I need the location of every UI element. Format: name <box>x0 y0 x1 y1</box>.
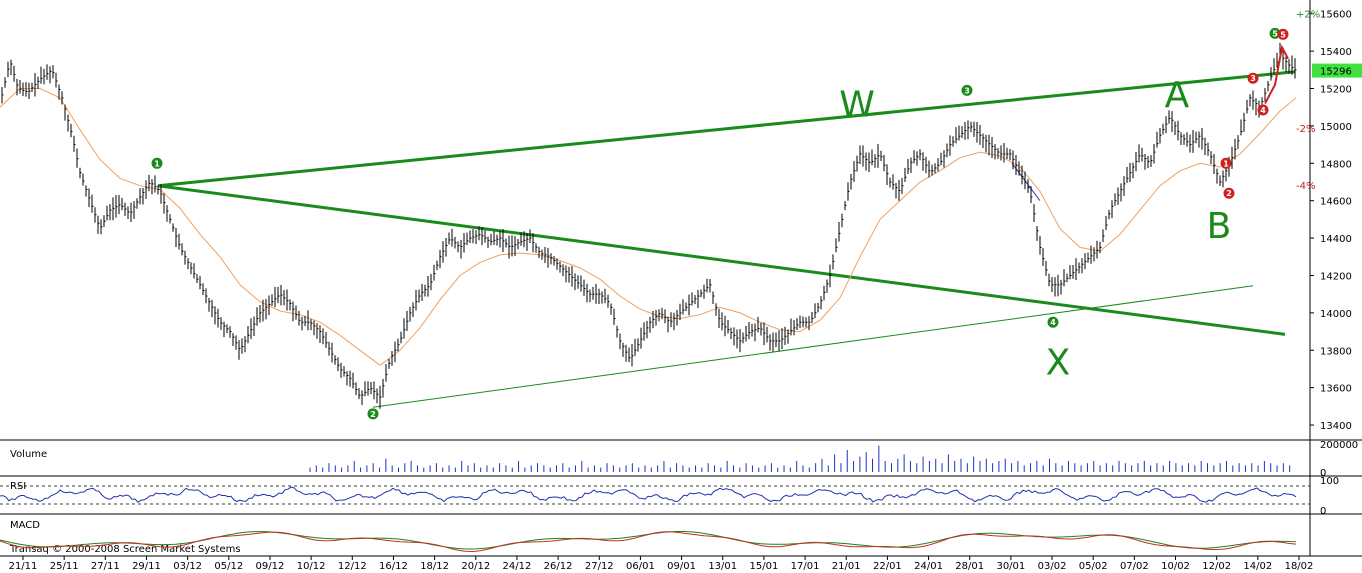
date-tick-label: 20/12 <box>461 561 490 572</box>
date-tick-label: 25/11 <box>50 561 79 572</box>
volume-pane: Volume 200000 0 <box>10 440 1358 479</box>
date-tick-label: 03/12 <box>173 561 202 572</box>
price-tick-label: 14200 <box>1320 271 1352 282</box>
wave-marker-red-label: 3 <box>1250 74 1256 83</box>
price-axis: 13400 13600 13800 14000 14200 14400 14600 14800… <box>1296 10 1362 432</box>
price-tick-label: 14600 <box>1320 197 1352 208</box>
wave-marker-red-label: 4 <box>1260 106 1266 115</box>
date-tick-label: 24/12 <box>503 561 532 572</box>
percent-label: -4% <box>1296 181 1315 192</box>
price-tick-label: 15200 <box>1320 85 1352 96</box>
price-tick-label: 15600 <box>1320 10 1352 21</box>
rsi-line <box>0 486 1297 503</box>
price-tick-label: 15400 <box>1320 47 1352 58</box>
rsi-tick-label: 0 <box>1320 506 1326 517</box>
date-tick-label: 09/12 <box>256 561 285 572</box>
price-tick-label: 14800 <box>1320 159 1352 170</box>
date-tick-label: 18/12 <box>420 561 449 572</box>
wave-marker-red <box>1220 157 1232 169</box>
wave-marker-green-label: 3 <box>964 86 970 95</box>
date-tick-label: 14/02 <box>1243 561 1272 572</box>
macd-signal-line <box>0 531 1297 553</box>
date-tick-label: 05/02 <box>1079 561 1108 572</box>
copyright-text: Transaq © 2000-2008 Screen Market System… <box>9 544 241 555</box>
price-tick-label: 13400 <box>1320 421 1352 432</box>
wave-marker-red-label: 5 <box>1280 30 1286 39</box>
wave-marker-green <box>151 157 163 169</box>
wave-marker-green <box>961 84 973 96</box>
date-tick-label: 24/01 <box>914 561 943 572</box>
date-tick-label: 22/01 <box>873 561 902 572</box>
wave-marker-green-label: 4 <box>1050 318 1056 327</box>
date-tick-label: 15/01 <box>749 561 778 572</box>
last-price-badge <box>1312 63 1362 78</box>
date-tick-label: 26/12 <box>544 561 573 572</box>
trendline <box>157 184 1286 336</box>
date-tick-label: 07/02 <box>1120 561 1149 572</box>
wave-label-a: A <box>1165 75 1190 116</box>
percent-label: -2% <box>1296 124 1315 135</box>
date-axis: 21/11 25/11 27/11 29/11 03/12 05/12 09/12 10/12… <box>9 556 1314 572</box>
macd-label: MACD <box>10 520 40 531</box>
price-tick-label: 15000 <box>1320 122 1352 133</box>
date-tick-label: 13/01 <box>708 561 737 572</box>
rsi-tick-label: 100 <box>1320 476 1339 487</box>
date-tick-label: 16/12 <box>379 561 408 572</box>
price-tick-label: 13800 <box>1320 346 1352 357</box>
wave-marker-red-label: 2 <box>1226 189 1232 198</box>
macd-pane: MACD Transaq © 2000-2008 Screen Market Sy… <box>0 520 1297 555</box>
date-tick-label: 21/01 <box>832 561 861 572</box>
date-tick-label: 05/12 <box>214 561 243 572</box>
trendline <box>157 70 1296 188</box>
price-tick-label: 14000 <box>1320 309 1352 320</box>
wave-marker-red <box>1247 72 1259 84</box>
date-tick-label: 27/11 <box>91 561 120 572</box>
last-price-label: 15296 <box>1320 67 1352 78</box>
wave-marker-green-label: 2 <box>370 410 376 419</box>
volume-tick-label: 200000 <box>1320 440 1358 451</box>
wave-marker-red <box>1257 104 1269 116</box>
rsi-pane: RSI 100 0 <box>0 476 1339 517</box>
wave-label-b: B <box>1207 206 1232 247</box>
date-tick-label: 12/02 <box>1202 561 1231 572</box>
red-wave-path <box>1264 44 1289 104</box>
date-tick-label: 27/12 <box>585 561 614 572</box>
date-tick-label: 18/02 <box>1285 561 1314 572</box>
price-pane: W A B X 1 2 3 4 5 1 2 3 4 5 <box>0 27 1297 420</box>
percent-label: +2% <box>1296 10 1320 21</box>
wave-marker-red-label: 1 <box>1223 159 1229 168</box>
date-tick-label: 09/01 <box>667 561 696 572</box>
wave-label-x: X <box>1046 343 1071 384</box>
volume-tick-label: 0 <box>1320 468 1326 479</box>
date-tick-label: 06/01 <box>626 561 655 572</box>
date-tick-label: 12/12 <box>338 561 367 572</box>
grid-lines <box>0 0 1362 557</box>
wave-marker-green <box>367 408 379 420</box>
price-tick-label: 13600 <box>1320 384 1352 395</box>
rsi-label: RSI <box>10 481 26 492</box>
wave-marker-green-label: 5 <box>1272 29 1278 38</box>
wave-marker-green-label: 1 <box>154 159 160 168</box>
wave-marker-red <box>1277 28 1289 40</box>
wave-marker-red <box>1223 187 1235 199</box>
wave-marker-green <box>1047 316 1059 328</box>
volume-label: Volume <box>10 449 47 460</box>
date-tick-label: 30/01 <box>996 561 1025 572</box>
moving-average-line <box>0 88 1297 366</box>
date-tick-label: 17/01 <box>791 561 820 572</box>
date-tick-label: 29/11 <box>132 561 161 572</box>
date-tick-label: 10/12 <box>297 561 326 572</box>
wave-marker-green <box>1269 27 1281 39</box>
date-tick-label: 28/01 <box>955 561 984 572</box>
wave-label-w: W <box>839 85 875 126</box>
price-tick-label: 14400 <box>1320 234 1352 245</box>
date-tick-label: 10/02 <box>1161 561 1190 572</box>
date-tick-label: 21/11 <box>9 561 38 572</box>
trendline <box>372 285 1254 408</box>
date-tick-label: 03/02 <box>1038 561 1067 572</box>
